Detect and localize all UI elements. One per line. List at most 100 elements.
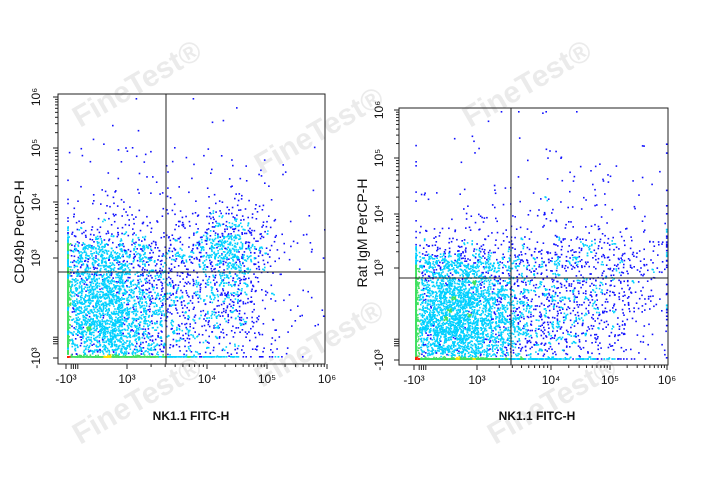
event-dot	[263, 221, 265, 223]
event-dot	[247, 248, 249, 250]
event-dot	[137, 253, 139, 255]
event-dot	[94, 325, 96, 327]
event-dot	[228, 297, 230, 299]
event-dot	[95, 255, 97, 257]
event-dot	[75, 243, 77, 245]
event-dot	[187, 338, 189, 340]
event-dot	[115, 337, 117, 339]
event-dot	[126, 307, 128, 309]
event-dot	[74, 235, 76, 237]
event-dot	[152, 335, 154, 337]
event-dot	[110, 282, 112, 284]
event-dot	[225, 225, 227, 227]
event-dot	[147, 320, 149, 322]
event-dot	[157, 351, 159, 353]
event-dot	[119, 253, 121, 255]
event-dot	[102, 284, 104, 286]
event-dot	[137, 311, 139, 313]
event-dot	[140, 328, 142, 330]
event-dot	[243, 301, 245, 303]
event-dot	[247, 302, 249, 304]
event-dot	[209, 301, 211, 303]
event-dot	[157, 279, 159, 281]
event-dot	[72, 339, 74, 341]
event-dot	[255, 240, 257, 242]
event-dot	[93, 234, 95, 236]
event-dot	[238, 235, 240, 237]
event-dot	[69, 327, 71, 329]
event-dot	[100, 308, 102, 310]
event-dot	[108, 340, 110, 342]
event-dot	[139, 289, 141, 291]
event-dot	[243, 276, 245, 278]
event-dot	[184, 305, 186, 307]
event-dot	[128, 235, 130, 237]
event-dot	[163, 255, 165, 257]
event-dot	[239, 319, 241, 321]
event-dot	[138, 287, 140, 289]
event-dot	[135, 306, 137, 308]
event-dot	[197, 335, 199, 337]
event-dot	[107, 276, 109, 278]
event-dot	[171, 299, 173, 301]
event-dot	[76, 324, 78, 326]
event-dot	[160, 322, 162, 324]
event-dot	[93, 246, 95, 248]
event-dot	[75, 328, 77, 330]
event-dot	[250, 356, 252, 358]
event-dot	[189, 317, 191, 319]
event-dot	[141, 259, 143, 261]
event-dot	[275, 236, 277, 238]
event-dot	[138, 283, 140, 285]
event-dot	[146, 305, 148, 307]
event-dot	[152, 285, 154, 287]
event-dot	[84, 350, 86, 352]
event-dot	[138, 333, 140, 335]
event-dot	[112, 313, 114, 315]
event-dot	[196, 282, 198, 284]
event-dot	[200, 298, 202, 300]
event-dot	[172, 210, 174, 212]
event-dot	[222, 201, 224, 203]
event-dot	[217, 315, 219, 317]
event-dot	[91, 356, 93, 358]
event-dot	[172, 161, 174, 163]
event-dot	[216, 244, 218, 246]
event-dot	[233, 237, 235, 239]
event-dot	[263, 237, 265, 239]
event-dot	[67, 279, 69, 281]
event-dot	[134, 288, 136, 290]
event-dot	[192, 248, 194, 250]
event-dot	[170, 294, 172, 296]
event-dot	[179, 329, 181, 331]
event-dot	[217, 233, 219, 235]
event-dot	[136, 346, 138, 348]
event-dot	[175, 249, 177, 251]
event-dot	[71, 296, 73, 298]
event-dot	[309, 215, 311, 217]
event-dot	[111, 279, 113, 281]
event-dot	[142, 289, 144, 291]
event-dot	[184, 346, 186, 348]
event-dot	[68, 236, 70, 238]
event-dot	[198, 353, 200, 355]
event-dot	[167, 298, 169, 300]
event-dot	[95, 257, 97, 259]
event-dot	[197, 231, 199, 233]
event-dot	[211, 290, 213, 292]
event-dot	[110, 292, 112, 294]
event-dot	[186, 283, 188, 285]
event-dot	[221, 217, 223, 219]
event-dot	[100, 238, 102, 240]
event-dot	[247, 298, 249, 300]
event-dot	[144, 319, 146, 321]
event-dot	[164, 315, 166, 317]
event-dot	[100, 265, 102, 267]
event-dot	[77, 329, 79, 331]
event-dot	[218, 243, 220, 245]
event-dot	[93, 328, 95, 330]
event-dot	[150, 344, 152, 346]
event-dot	[260, 250, 262, 252]
event-dot	[219, 337, 221, 339]
event-dot	[114, 349, 116, 351]
